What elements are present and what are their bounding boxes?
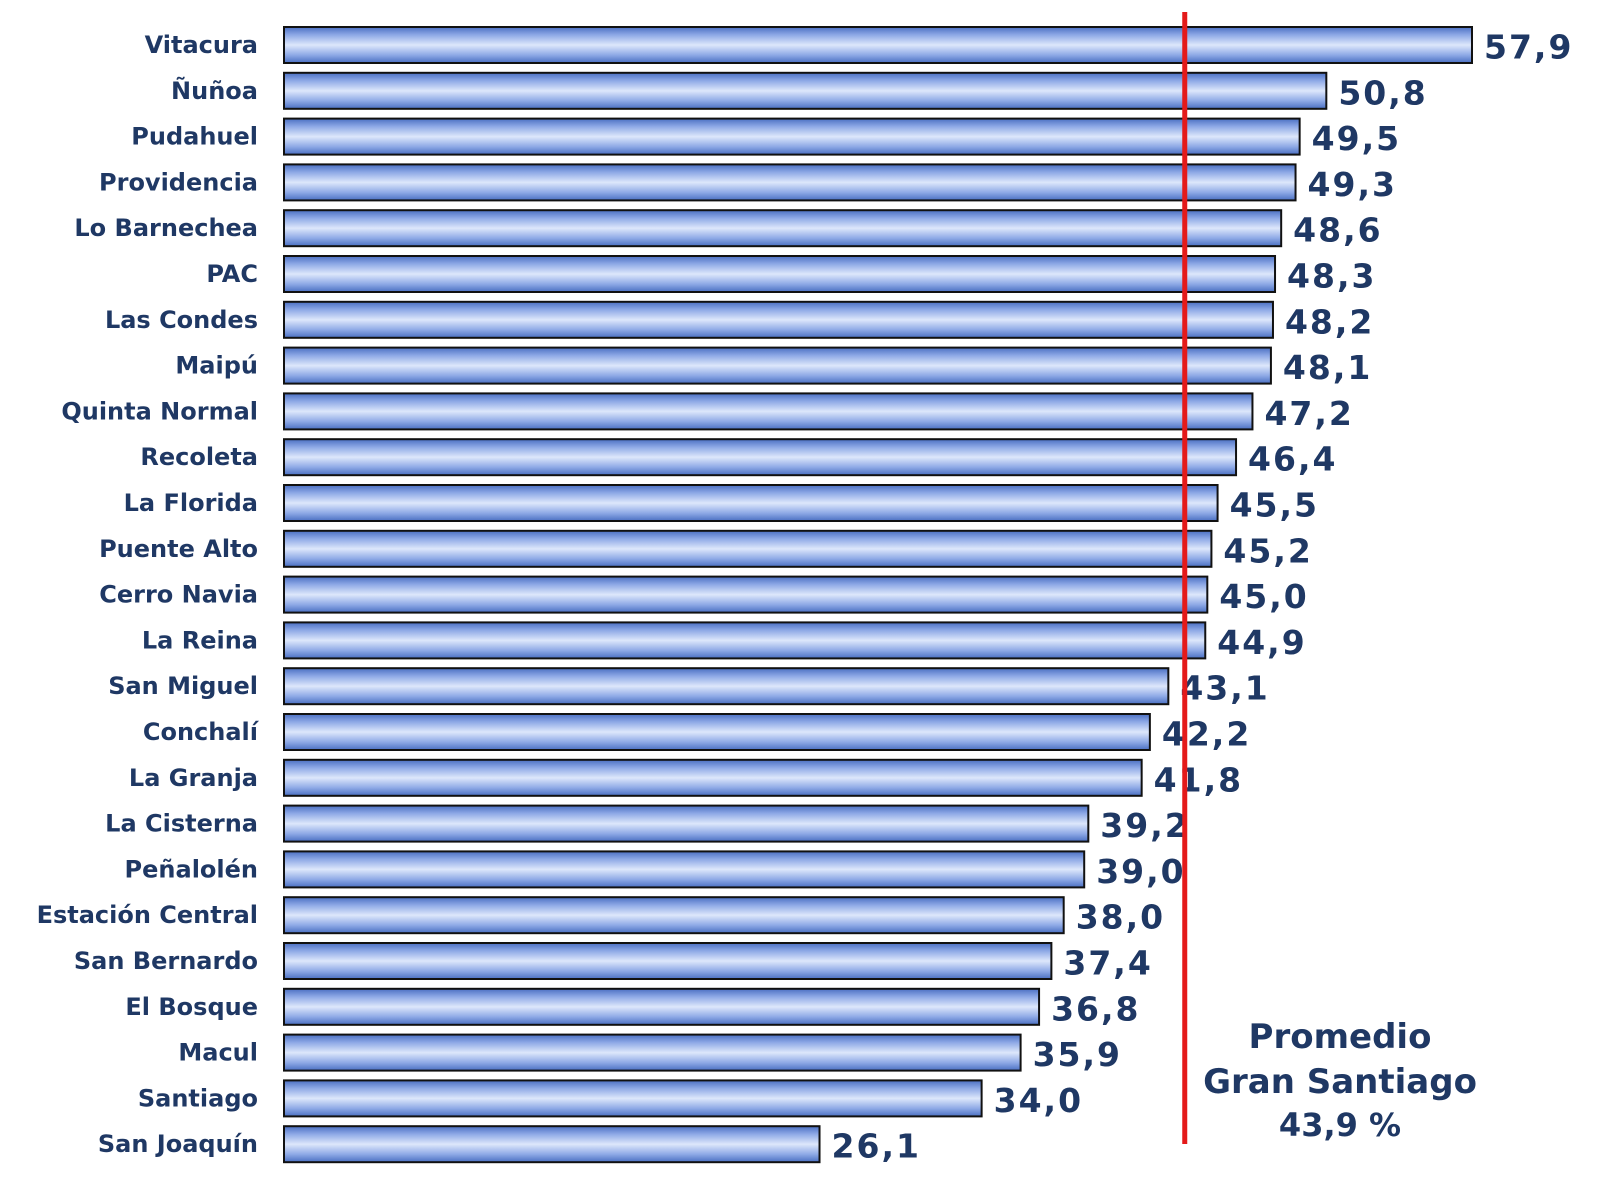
category-label-quinta-normal: Quinta Normal bbox=[61, 397, 258, 425]
value-label-santiago: 34,0 bbox=[994, 1081, 1083, 1120]
bars bbox=[283, 26, 1473, 1164]
average-group: Promedio Gran Santiago 43,9 % bbox=[1182, 12, 1477, 1144]
category-label-el-bosque: El Bosque bbox=[125, 993, 258, 1021]
value-label-la-florida: 45,5 bbox=[1230, 486, 1319, 525]
category-label-penalolen: Peñalolén bbox=[125, 855, 258, 883]
category-label-la-florida: La Florida bbox=[124, 489, 258, 517]
value-label-las-condes: 48,2 bbox=[1285, 302, 1374, 341]
average-label-line-3: 43,9 % bbox=[1279, 1106, 1401, 1144]
category-label-pac: PAC bbox=[206, 260, 258, 288]
category-label-recoleta: Recoleta bbox=[140, 443, 258, 471]
category-label-providencia: Providencia bbox=[99, 168, 258, 196]
bar-pudahuel bbox=[283, 117, 1301, 156]
value-label-pudahuel: 49,5 bbox=[1312, 119, 1401, 158]
bar-la-granja bbox=[283, 758, 1143, 797]
value-label-puente-alto: 45,2 bbox=[1223, 531, 1312, 570]
average-label-line-1: Promedio bbox=[1249, 1017, 1432, 1057]
category-label-san-bernardo: San Bernardo bbox=[74, 947, 258, 975]
category-label-san-joaquin: San Joaquín bbox=[98, 1130, 258, 1158]
value-label-quinta-normal: 47,2 bbox=[1264, 394, 1353, 433]
value-label-macul: 35,9 bbox=[1033, 1035, 1122, 1074]
value-label-san-bernardo: 37,4 bbox=[1063, 944, 1152, 983]
category-label-lo-barnechea: Lo Barnechea bbox=[74, 214, 258, 242]
category-label-maipu: Maipú bbox=[175, 352, 258, 380]
bar-lo-barnechea bbox=[283, 209, 1283, 248]
bar-penalolen bbox=[283, 850, 1086, 889]
bar-la-florida bbox=[283, 484, 1219, 522]
value-label-providencia: 49,3 bbox=[1308, 165, 1397, 204]
value-label-pac: 48,3 bbox=[1287, 257, 1376, 296]
category-label-las-condes: Las Condes bbox=[105, 306, 258, 334]
value-label-estacion-central: 38,0 bbox=[1076, 898, 1165, 937]
category-label-la-reina: La Reina bbox=[142, 626, 258, 654]
category-label-puente-alto: Puente Alto bbox=[99, 535, 258, 563]
category-labels: Vitacura Ñuñoa Pudahuel Providencia Lo Barne… bbox=[37, 31, 260, 1158]
category-label-san-miguel: San Miguel bbox=[108, 672, 258, 700]
bar-recoleta bbox=[283, 438, 1238, 477]
bar-las-condes bbox=[283, 300, 1274, 339]
category-label-santiago: Santiago bbox=[138, 1084, 258, 1112]
value-label-san-joaquin: 26,1 bbox=[832, 1127, 921, 1166]
bar-estacion-central bbox=[283, 896, 1065, 935]
bar-la-reina bbox=[283, 621, 1207, 660]
value-label-conchali: 42,2 bbox=[1162, 715, 1251, 754]
value-label-cerro-navia: 45,0 bbox=[1219, 577, 1308, 616]
category-label-conchali: Conchalí bbox=[143, 718, 260, 746]
value-label-vitacura: 57,9 bbox=[1484, 28, 1573, 67]
bar-el-bosque bbox=[283, 987, 1041, 1026]
value-label-el-bosque: 36,8 bbox=[1051, 989, 1140, 1028]
bar-maipu bbox=[283, 346, 1272, 385]
value-label-la-granja: 41,8 bbox=[1154, 760, 1243, 799]
category-label-cerro-navia: Cerro Navia bbox=[99, 581, 258, 609]
value-label-lo-barnechea: 48,6 bbox=[1293, 211, 1382, 250]
category-label-pudahuel: Pudahuel bbox=[131, 123, 258, 151]
bar-vitacura bbox=[283, 26, 1473, 64]
bar-nunoa bbox=[283, 71, 1328, 110]
bar-cerro-navia bbox=[283, 575, 1209, 614]
value-label-san-miguel: 43,1 bbox=[1180, 669, 1269, 708]
category-label-estacion-central: Estación Central bbox=[37, 901, 258, 929]
bar-san-joaquin bbox=[283, 1125, 821, 1164]
bar-la-cisterna bbox=[283, 804, 1090, 843]
category-label-la-granja: La Granja bbox=[129, 764, 258, 792]
value-label-la-reina: 44,9 bbox=[1217, 623, 1306, 662]
value-label-penalolen: 39,0 bbox=[1096, 852, 1185, 891]
bar-san-miguel bbox=[283, 667, 1170, 706]
bar-santiago bbox=[283, 1079, 983, 1118]
bar-san-bernardo bbox=[283, 942, 1053, 980]
value-label-maipu: 48,1 bbox=[1283, 348, 1372, 387]
category-label-vitacura: Vitacura bbox=[145, 31, 258, 59]
bar-puente-alto bbox=[283, 529, 1213, 568]
bar-quinta-normal bbox=[283, 392, 1254, 431]
bar-macul bbox=[283, 1033, 1022, 1072]
value-label-recoleta: 46,4 bbox=[1248, 440, 1337, 479]
bar-conchali bbox=[283, 713, 1151, 751]
average-label-line-2: Gran Santiago bbox=[1203, 1062, 1477, 1102]
bar-providencia bbox=[283, 163, 1297, 202]
value-labels: 57,9 50,8 49,5 49,3 48,6 48,3 48,2 48,1 47,2 46,4… bbox=[832, 28, 1573, 1166]
value-label-nunoa: 50,8 bbox=[1338, 73, 1427, 112]
category-label-macul: Macul bbox=[178, 1039, 258, 1067]
category-label-la-cisterna: La Cisterna bbox=[105, 810, 258, 838]
value-label-la-cisterna: 39,2 bbox=[1100, 806, 1189, 845]
bar-pac bbox=[283, 255, 1277, 293]
category-label-nunoa: Ñuñoa bbox=[171, 76, 258, 105]
